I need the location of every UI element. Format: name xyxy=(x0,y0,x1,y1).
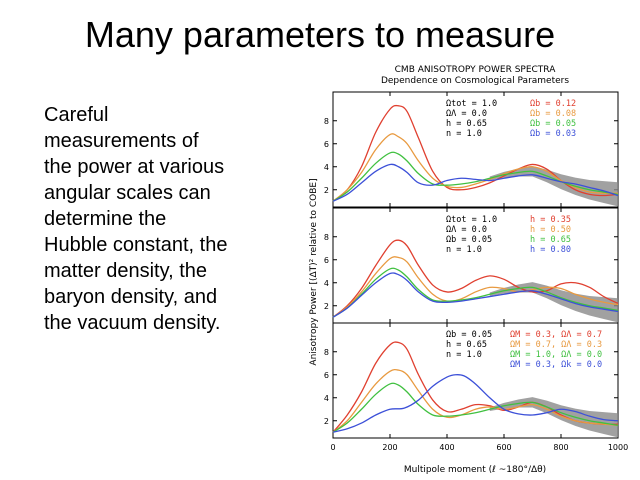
cosmic-variance-band xyxy=(489,166,618,207)
series-line xyxy=(332,373,619,433)
fixed-param-label: Ωtot = 1.0 xyxy=(446,99,497,109)
legend-entry: ΩM = 0.3, Ωk = 0.0 xyxy=(510,360,602,370)
legend-entry: Ωb = 0.12 xyxy=(530,99,576,109)
fixed-param-label: h = 0.65 xyxy=(446,340,487,350)
y-tick-label: 8 xyxy=(324,117,329,126)
slide-body-text: Careful measurements of the power at var… xyxy=(44,102,284,336)
body-line: the vacuum density. xyxy=(44,312,221,334)
slide-title: Many parameters to measure xyxy=(84,14,556,55)
legend-entry: ΩM = 0.3, ΩΛ = 0.7 xyxy=(510,330,602,340)
chart-panel: 2 4 6 8 0 200 400 600 800 1000 Ωb = 0.05h = 0.65n … xyxy=(324,322,628,452)
fixed-param-label: Ωtot = 1.0 xyxy=(446,215,497,225)
series-line xyxy=(332,368,619,433)
series-line xyxy=(332,163,619,202)
body-line: Hubble constant, the xyxy=(44,234,228,256)
y-tick-label: 6 xyxy=(324,140,329,149)
cosmic-variance-band xyxy=(489,282,618,323)
x-tick-label: 200 xyxy=(382,443,397,452)
body-line: matter density, the xyxy=(44,260,208,282)
y-tick-label: 6 xyxy=(324,371,329,380)
panel-frame xyxy=(332,91,619,208)
fixed-param-label: n = 1.0 xyxy=(446,245,482,255)
y-tick-label: 4 xyxy=(324,163,329,172)
legend-entry: h = 0.80 xyxy=(530,245,571,255)
fixed-param-label: Ωb = 0.05 xyxy=(446,235,492,245)
body-line: Careful xyxy=(44,104,109,126)
x-tick-label: 600 xyxy=(496,443,511,452)
y-tick-label: 2 xyxy=(324,417,329,426)
series-line xyxy=(332,256,619,318)
legend-entry: Ωb = 0.03 xyxy=(530,129,576,139)
x-tick-label: 400 xyxy=(439,443,454,452)
series-line xyxy=(332,239,619,318)
body-line: angular scales can xyxy=(44,182,211,204)
series-line xyxy=(332,272,619,318)
fixed-param-label: n = 1.0 xyxy=(446,129,482,139)
legend-entry: h = 0.50 xyxy=(530,225,571,235)
y-tick-label: 2 xyxy=(324,302,329,311)
body-line: baryon density, and xyxy=(44,286,218,308)
y-tick-label: 2 xyxy=(324,186,329,195)
chart-panel: 2 4 6 8 Ωtot = 1.0ΩΛ = 0.0h = 0.65n = 1.0 Ωb … xyxy=(324,91,619,208)
body-line: determine the xyxy=(44,208,167,230)
x-tick-label: 0 xyxy=(330,443,335,452)
x-tick-label: 800 xyxy=(553,443,568,452)
fixed-param-label: ΩΛ = 0.0 xyxy=(446,109,487,119)
legend-entry: ΩM = 1.0, ΩΛ = 0.0 xyxy=(510,350,602,360)
series-line xyxy=(332,151,619,202)
cosmic-variance-band xyxy=(489,397,618,438)
legend-entry: h = 0.65 xyxy=(530,235,571,245)
series-line xyxy=(332,104,619,202)
fixed-param-label: n = 1.0 xyxy=(446,350,482,360)
y-tick-label: 4 xyxy=(324,279,329,288)
body-line: the power at various xyxy=(44,156,225,178)
x-axis-label: Multipole moment (ℓ ~180°/Δθ) xyxy=(404,465,546,475)
y-tick-label: 6 xyxy=(324,256,329,265)
fixed-param-label: h = 0.65 xyxy=(446,119,487,129)
legend-entry: h = 0.35 xyxy=(530,215,571,225)
y-tick-label: 8 xyxy=(324,348,329,357)
legend-entry: Ωb = 0.08 xyxy=(530,109,576,119)
legend-entry: Ωb = 0.05 xyxy=(530,119,576,129)
x-tick-label: 1000 xyxy=(608,443,628,452)
y-tick-label: 8 xyxy=(324,233,329,242)
y-axis-label: Anisotropy Power [(ΔT)² relative to COBE… xyxy=(309,178,319,365)
body-line: measurements of xyxy=(44,130,199,152)
panel-frame xyxy=(332,322,619,439)
series-line xyxy=(332,382,619,433)
y-tick-label: 4 xyxy=(324,394,329,403)
chart-subtitle: Dependence on Cosmological Parameters xyxy=(381,76,569,86)
series-line xyxy=(332,267,619,318)
fixed-param-label: ΩΛ = 0.0 xyxy=(446,225,487,235)
legend-entry: ΩM = 0.7, ΩΛ = 0.3 xyxy=(510,340,602,350)
chart-title: CMB ANISOTROPY POWER SPECTRA xyxy=(395,65,557,75)
chart-panel: 2 4 6 8 Ωtot = 1.0ΩΛ = 0.0Ωb = 0.05n = 1.0 h … xyxy=(324,207,619,324)
fixed-param-label: Ωb = 0.05 xyxy=(446,330,492,340)
